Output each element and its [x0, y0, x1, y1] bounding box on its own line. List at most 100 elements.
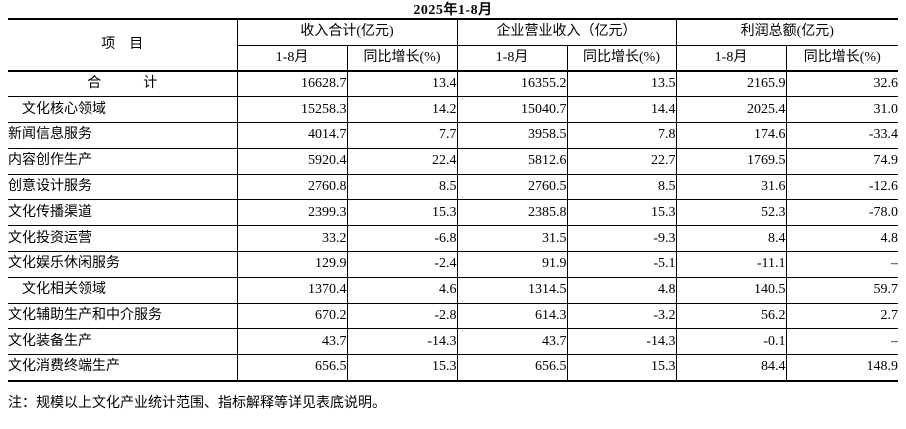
- cell-value: 15.3: [566, 354, 677, 382]
- footnote: 注：规模以上文化产业统计范围、指标解释等详见表底说明。: [8, 395, 386, 411]
- row-label: 文化装备生产: [8, 328, 238, 356]
- table-header: 项 目 收入合计(亿元) 企业营业收入（亿元） 利润总额(亿元) 1-8月 同比…: [8, 18, 899, 72]
- cell-value: -12.6: [785, 173, 899, 201]
- cell-value: -3.2: [566, 302, 677, 330]
- cell-value: -9.3: [566, 225, 677, 253]
- cell-value: –: [785, 251, 899, 278]
- row-label: 创意设计服务: [8, 173, 238, 201]
- table-row: 文化消费终端生产 656.5 15.3 656.5 15.3 84.4 148.9: [8, 354, 899, 382]
- row-label: 文化传播渠道: [8, 199, 238, 227]
- cell-value: 2760.8: [236, 173, 348, 201]
- col-header-item: 项 目: [8, 18, 238, 72]
- cell-value: 2165.9: [675, 70, 787, 98]
- cell-value: 3958.5: [456, 122, 568, 149]
- cell-value: 31.0: [785, 96, 899, 124]
- cell-value: -0.1: [675, 328, 787, 356]
- table-row: 内容创作生产 5920.4 22.4 5812.6 22.7 1769.5 74.9: [8, 147, 899, 175]
- cell-value: 84.4: [675, 354, 787, 382]
- table-row: 文化相关领域 1370.4 4.6 1314.5 4.8 140.5 59.7: [8, 276, 899, 304]
- cell-value: 31.6: [675, 173, 787, 201]
- cell-value: 8.5: [346, 173, 458, 201]
- table-row: 文化装备生产 43.7 -14.3 43.7 -14.3 -0.1–: [8, 328, 899, 356]
- cell-value: -6.8: [346, 225, 458, 253]
- cell-value: 7.7: [346, 122, 458, 149]
- cell-value: 59.7: [785, 276, 899, 304]
- col-header-operating-revenue: 企业营业收入（亿元）: [456, 18, 677, 46]
- table-row: 文化娱乐休闲服务 129.9 -2.4 91.9 -5.1 -11.1–: [8, 251, 899, 278]
- row-label: 新闻信息服务: [8, 122, 238, 149]
- cell-value: 15.3: [346, 354, 458, 382]
- page-title: 2025年1-8月: [413, 3, 493, 18]
- cell-value: 56.2: [675, 302, 787, 330]
- cell-value: 31.5: [456, 225, 568, 253]
- table-row: 合 计 16628.7 13.4 16355.2 13.5 2165.9 32.6: [8, 70, 899, 98]
- row-label: 内容创作生产: [8, 147, 238, 175]
- cell-value: 2.7: [785, 302, 899, 330]
- col-header-total-profit: 利润总额(亿元): [675, 18, 899, 46]
- cell-value: 614.3: [456, 302, 568, 330]
- cell-value: 91.9: [456, 251, 568, 278]
- row-label: 文化娱乐休闲服务: [8, 251, 238, 278]
- cell-value: 15.3: [566, 199, 677, 227]
- cell-value: 4014.7: [236, 122, 348, 149]
- cell-value: 15.3: [346, 199, 458, 227]
- cell-value: 140.5: [675, 276, 787, 304]
- cell-value: 2025.4: [675, 96, 787, 124]
- header-group-row: 项 目 收入合计(亿元) 企业营业收入（亿元） 利润总额(亿元): [8, 18, 899, 72]
- cell-value: 1314.5: [456, 276, 568, 304]
- row-label: 文化消费终端生产: [8, 354, 238, 382]
- cell-value: 43.7: [236, 328, 348, 356]
- cell-value: 1370.4: [236, 276, 348, 304]
- cell-value: 13.5: [566, 70, 677, 98]
- cell-value: -33.4: [785, 122, 899, 149]
- cell-value: 14.4: [566, 96, 677, 124]
- cell-value: –: [785, 328, 899, 356]
- header-sub-row: 1-8月 同比增长(%) 1-8月 同比增长(%) 1-8月 同比增长(%): [8, 44, 899, 72]
- cell-value: 2385.8: [456, 199, 568, 227]
- cell-value: 5920.4: [236, 147, 348, 175]
- cell-value: 7.8: [566, 122, 677, 149]
- cell-value: 22.7: [566, 147, 677, 175]
- cell-value: 74.9: [785, 147, 899, 175]
- cell-value: -14.3: [346, 328, 458, 356]
- col-subheader-yoy: 同比增长(%): [346, 44, 458, 72]
- cell-value: -11.1: [675, 251, 787, 278]
- cell-value: 2399.3: [236, 199, 348, 227]
- cell-value: -2.4: [346, 251, 458, 278]
- col-subheader-yoy: 同比增长(%): [566, 44, 677, 72]
- cell-value: 33.2: [236, 225, 348, 253]
- cell-value: 656.5: [236, 354, 348, 382]
- cell-value: 129.9: [236, 251, 348, 278]
- table-row: 新闻信息服务 4014.7 7.7 3958.5 7.8 174.6 -33.4: [8, 122, 899, 149]
- cell-value: 656.5: [456, 354, 568, 382]
- col-subheader-yoy: 同比增长(%): [785, 44, 899, 72]
- table-row: 文化核心领域 15258.3 14.2 15040.7 14.4 2025.4 31.0: [8, 96, 899, 124]
- cell-value: 670.2: [236, 302, 348, 330]
- cell-value: 22.4: [346, 147, 458, 175]
- cell-value: 148.9: [785, 354, 899, 382]
- cell-value: 8.5: [566, 173, 677, 201]
- cell-value: 4.8: [566, 276, 677, 304]
- cell-value: -5.1: [566, 251, 677, 278]
- cell-value: 52.3: [675, 199, 787, 227]
- cell-value: 4.6: [346, 276, 458, 304]
- cell-value: 174.6: [675, 122, 787, 149]
- cell-value: 15040.7: [456, 96, 568, 124]
- cell-value: 2760.5: [456, 173, 568, 201]
- table-body: 合 计 16628.7 13.4 16355.2 13.5 2165.9 32.6 文化核心领…: [8, 70, 899, 382]
- col-subheader-period: 1-8月: [237, 44, 348, 72]
- cell-value: 43.7: [456, 328, 568, 356]
- row-label: 文化核心领域: [8, 96, 238, 124]
- table-row: 文化辅助生产和中介服务 670.2 -2.8 614.3 -3.2 56.2 2.7: [8, 302, 899, 330]
- cell-value: -14.3: [566, 328, 677, 356]
- statistics-table: 项 目 收入合计(亿元) 企业营业收入（亿元） 利润总额(亿元) 1-8月 同比…: [8, 18, 899, 382]
- col-header-total-revenue: 收入合计(亿元): [236, 18, 458, 46]
- cell-value: 14.2: [346, 96, 458, 124]
- row-label: 文化相关领域: [8, 276, 238, 304]
- cell-value: 8.4: [675, 225, 787, 253]
- row-label: 文化辅助生产和中介服务: [8, 302, 238, 330]
- table-row: 文化投资运营 33.2 -6.8 31.5 -9.3 8.4 4.8: [8, 225, 899, 253]
- table-row: 创意设计服务 2760.8 8.5 2760.5 8.5 31.6 -12.6: [8, 173, 899, 201]
- row-label: 文化投资运营: [8, 225, 238, 253]
